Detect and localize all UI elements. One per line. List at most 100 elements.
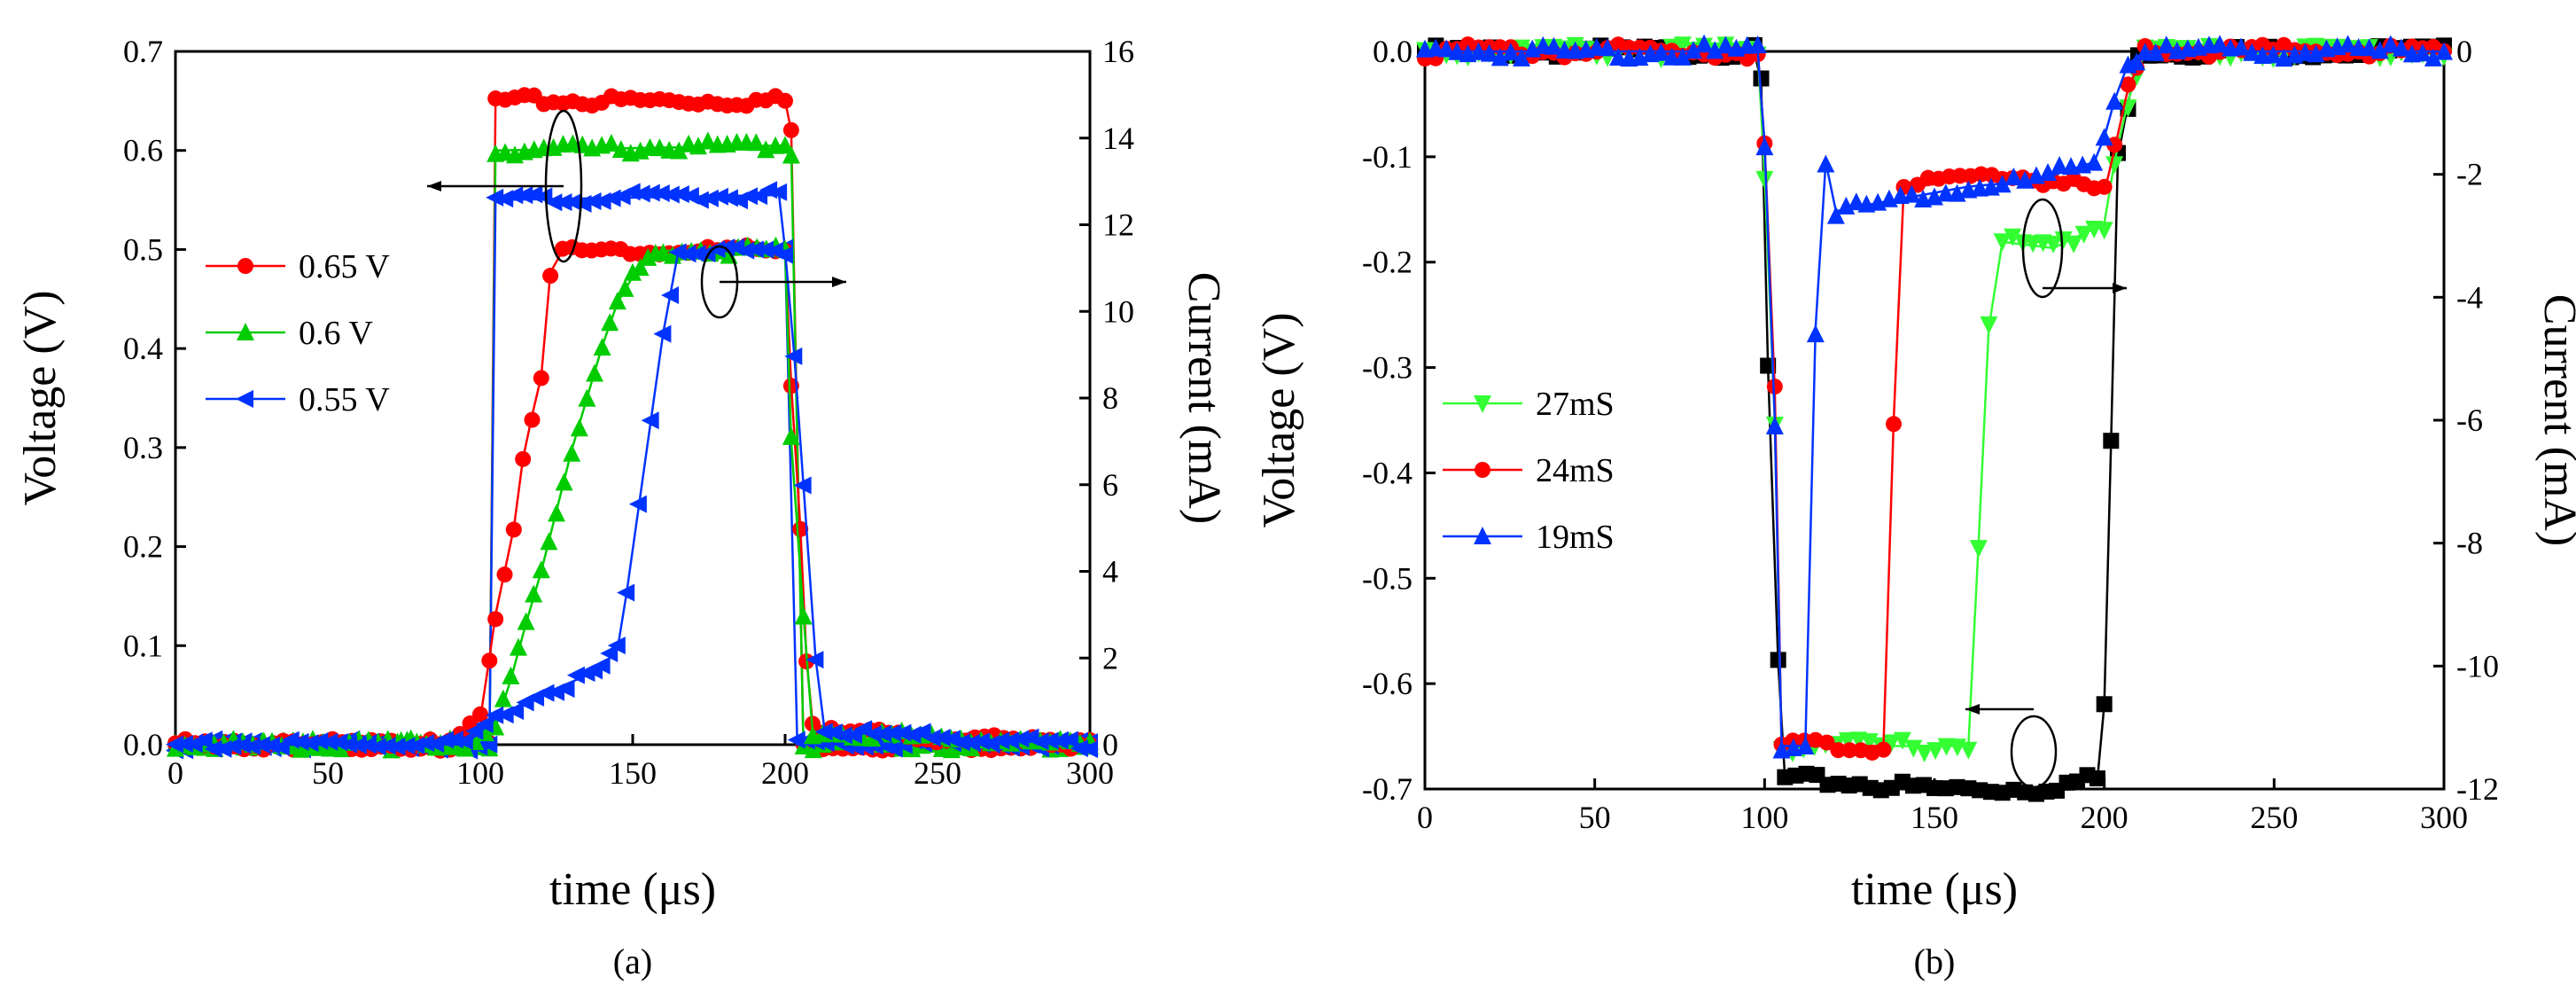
y-left-tick-label: 0.7 xyxy=(123,34,163,69)
data-point xyxy=(1501,43,1520,61)
data-point xyxy=(348,736,367,754)
legend-marker xyxy=(237,323,254,340)
data-point xyxy=(689,137,707,155)
x-axis-label-a: time (μs) xyxy=(549,864,716,915)
y-left-tick-label: 0.4 xyxy=(123,331,163,366)
data-point xyxy=(554,193,572,212)
series-19ms xyxy=(1416,34,2453,759)
y-axis-label-left-b: Voltage (V) xyxy=(1254,312,1304,527)
y-right-tick-label: 10 xyxy=(1102,293,1134,329)
legend-marker xyxy=(237,258,253,274)
data-point xyxy=(593,338,611,356)
data-point xyxy=(1513,48,1531,66)
data-point xyxy=(2211,35,2229,53)
caption-a: (a) xyxy=(613,941,652,981)
data-point xyxy=(445,730,463,749)
data-point xyxy=(1841,742,1858,759)
data-point xyxy=(397,737,416,755)
panel-b: 0 50 100 150 200 250 300 0.0 -0.1 -0.2 -0.3 -0.4 -0.… xyxy=(1254,34,2576,981)
legend-entry: 19mS xyxy=(1443,519,1615,556)
data-point xyxy=(1448,42,1467,60)
data-point xyxy=(864,725,883,744)
legend-entry: 0.55 V xyxy=(206,381,390,418)
data-point xyxy=(502,666,520,684)
data-point xyxy=(1080,740,1098,759)
y-right-tick-label: 0 xyxy=(1102,727,1118,762)
x-tick-label: 300 xyxy=(2420,800,2468,835)
data-point xyxy=(194,731,213,750)
data-point xyxy=(1490,48,1509,66)
data-point xyxy=(603,189,621,207)
data-point xyxy=(2044,235,2063,254)
data-point xyxy=(2105,91,2124,110)
data-point xyxy=(291,732,309,751)
data-point xyxy=(2146,43,2165,61)
data-point xyxy=(688,245,706,263)
data-point xyxy=(556,680,575,699)
data-point xyxy=(510,637,527,656)
data-point xyxy=(1826,206,1845,224)
data-point xyxy=(653,324,672,343)
data-point xyxy=(784,347,803,365)
data-point xyxy=(339,735,358,754)
data-point xyxy=(515,186,533,205)
data-point xyxy=(631,258,650,277)
data-point xyxy=(377,737,396,755)
x-tick-label: 50 xyxy=(312,755,344,791)
data-point xyxy=(720,189,738,207)
data-point xyxy=(1684,41,1702,59)
data-point xyxy=(455,732,473,751)
data-point xyxy=(1818,734,1835,751)
data-point xyxy=(524,411,541,428)
data-point xyxy=(407,737,425,755)
data-point xyxy=(455,738,474,757)
data-point xyxy=(2435,42,2453,60)
data-point xyxy=(671,185,689,204)
data-point xyxy=(481,652,498,669)
y-axis-label-right-b: Current (mA) xyxy=(2534,294,2576,546)
data-point xyxy=(300,734,319,753)
x-tick-label: 100 xyxy=(456,755,504,791)
data-point xyxy=(1706,41,1724,59)
data-point xyxy=(601,313,619,332)
data-point xyxy=(1765,417,1784,435)
annotation-ellipse xyxy=(2010,715,2058,789)
data-point xyxy=(782,426,800,445)
legend-a: 0.65 V 0.6 V 0.55 V xyxy=(206,248,390,418)
data-point xyxy=(2004,167,2023,185)
data-point xyxy=(787,730,805,749)
data-point xyxy=(566,666,585,684)
data-point xyxy=(233,736,252,754)
data-point xyxy=(1695,34,1714,52)
legend-label: 27mS xyxy=(1536,386,1615,423)
data-point xyxy=(1534,35,1553,54)
data-point xyxy=(1830,742,1847,759)
data-point xyxy=(700,189,719,207)
data-point xyxy=(1817,154,1835,173)
y-left-tick-label: -0.4 xyxy=(1362,455,1413,490)
legend-label: 0.6 V xyxy=(299,315,373,352)
data-point xyxy=(166,735,183,754)
data-point xyxy=(651,184,670,203)
data-point xyxy=(814,723,833,741)
x-tick-label: 200 xyxy=(761,755,809,791)
data-point xyxy=(1070,739,1088,758)
y-right-tick-label: -2 xyxy=(2456,157,2483,192)
data-point xyxy=(624,262,642,281)
data-point xyxy=(1969,540,1988,559)
data-point xyxy=(2090,770,2105,786)
legend-label: 0.55 V xyxy=(299,381,390,418)
legend-marker xyxy=(236,390,253,408)
data-point xyxy=(1753,70,1770,87)
data-point xyxy=(223,737,242,755)
data-point xyxy=(2074,225,2093,244)
data-point xyxy=(622,183,641,201)
data-point xyxy=(330,733,348,752)
y-left-tick-label: 0.6 xyxy=(123,133,163,168)
data-point xyxy=(2085,152,2104,171)
y-right-tick-label: -8 xyxy=(2456,526,2483,561)
data-point xyxy=(1993,233,2012,252)
data-point xyxy=(932,729,951,747)
data-point xyxy=(1959,741,1978,760)
